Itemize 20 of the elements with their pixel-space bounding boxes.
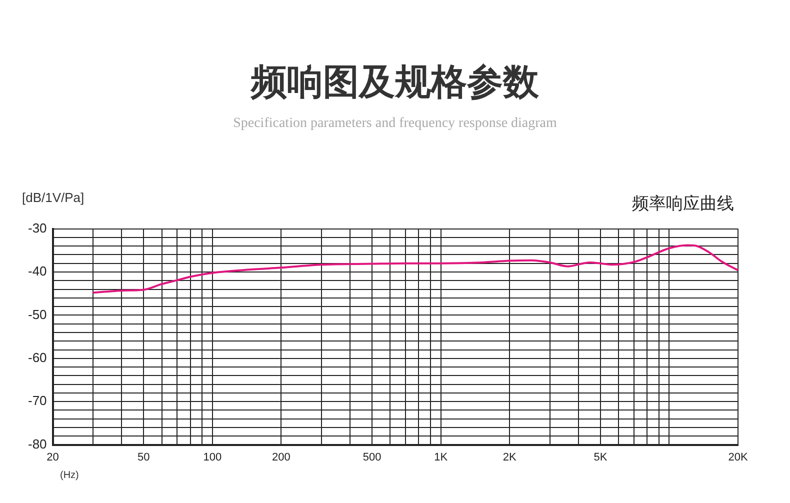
y-tick-label: -30 — [28, 220, 47, 236]
x-tick-label: 500 — [362, 451, 382, 464]
y-tick-label: -60 — [28, 350, 47, 365]
x-tick-label: 20 — [46, 451, 59, 464]
x-tick-label: 100 — [203, 451, 222, 464]
y-axis-title: [dB/1V/Pa] — [22, 190, 84, 205]
x-tick-label: 2K — [502, 451, 517, 464]
y-tick-label: -50 — [28, 306, 47, 322]
text: 频率响应曲线 — [632, 193, 734, 215]
chart-title: 频响图及规格参数 — [250, 61, 540, 105]
x-tick-label: 20K — [728, 451, 748, 464]
x-tick-label: 200 — [272, 451, 290, 464]
x-axis-title: (Hz) — [60, 470, 79, 481]
y-tick-label: -70 — [28, 393, 47, 408]
x-tick-label: 5K — [594, 451, 608, 464]
x-tick-label: 1K — [434, 451, 448, 464]
y-tick-label: -80 — [28, 436, 47, 452]
y-tick-label: -40 — [28, 264, 47, 279]
x-tick-label: 50 — [138, 451, 150, 464]
chart-subtitle: Specification parameters and frequency response diagram — [232, 116, 558, 132]
